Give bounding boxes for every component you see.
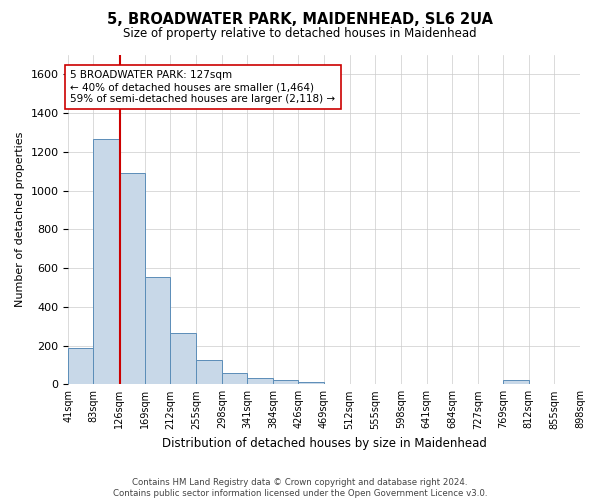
Bar: [170, 333, 196, 384]
Text: 5 BROADWATER PARK: 127sqm
← 40% of detached houses are smaller (1,464)
59% of se: 5 BROADWATER PARK: 127sqm ← 40% of detac…: [70, 70, 335, 104]
Bar: [196, 360, 222, 384]
Y-axis label: Number of detached properties: Number of detached properties: [15, 132, 25, 308]
Text: 5, BROADWATER PARK, MAIDENHEAD, SL6 2UA: 5, BROADWATER PARK, MAIDENHEAD, SL6 2UA: [107, 12, 493, 28]
X-axis label: Distribution of detached houses by size in Maidenhead: Distribution of detached houses by size …: [162, 437, 487, 450]
Bar: [503, 380, 529, 384]
Bar: [273, 380, 298, 384]
Text: Size of property relative to detached houses in Maidenhead: Size of property relative to detached ho…: [123, 28, 477, 40]
Bar: [222, 372, 247, 384]
Text: Contains HM Land Registry data © Crown copyright and database right 2024.
Contai: Contains HM Land Registry data © Crown c…: [113, 478, 487, 498]
Bar: [94, 140, 119, 384]
Bar: [119, 173, 145, 384]
Bar: [298, 382, 324, 384]
Bar: [247, 378, 273, 384]
Bar: [68, 348, 94, 385]
Bar: [145, 277, 170, 384]
